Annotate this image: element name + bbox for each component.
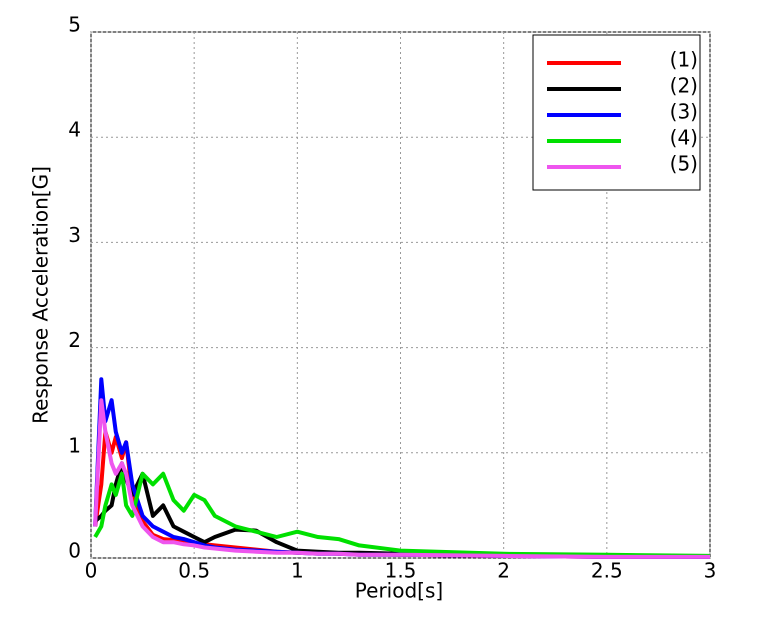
series-line (93, 398, 710, 559)
x-tick-label: 3 (704, 559, 717, 583)
series-line (93, 471, 711, 558)
series-line (93, 377, 710, 559)
y-tick-label: 5 (68, 13, 81, 37)
x-tick-label: 1 (291, 559, 304, 583)
legend-label: (4) (670, 126, 698, 150)
legend-label: (5) (670, 152, 698, 176)
legend-label: (3) (670, 100, 698, 124)
x-tick-label: 1.5 (385, 559, 417, 583)
x-tick-label: 2.5 (591, 559, 623, 583)
y-axis-label: Response Acceleration[G] (29, 166, 53, 424)
y-tick-label: 4 (68, 118, 81, 142)
y-tick-label: 0 (68, 539, 81, 563)
x-tick-label: 2 (497, 559, 510, 583)
x-tick-label: 0.5 (178, 559, 210, 583)
legend-label: (2) (670, 74, 698, 98)
x-axis-label: Period[s] (355, 579, 443, 603)
legend-label: (1) (670, 48, 698, 72)
legend-box (532, 34, 701, 191)
y-tick-label: 2 (68, 328, 81, 352)
y-tick-label: 3 (68, 223, 81, 247)
x-tick-label: 0 (85, 559, 98, 583)
y-tick-label: 1 (68, 433, 81, 457)
